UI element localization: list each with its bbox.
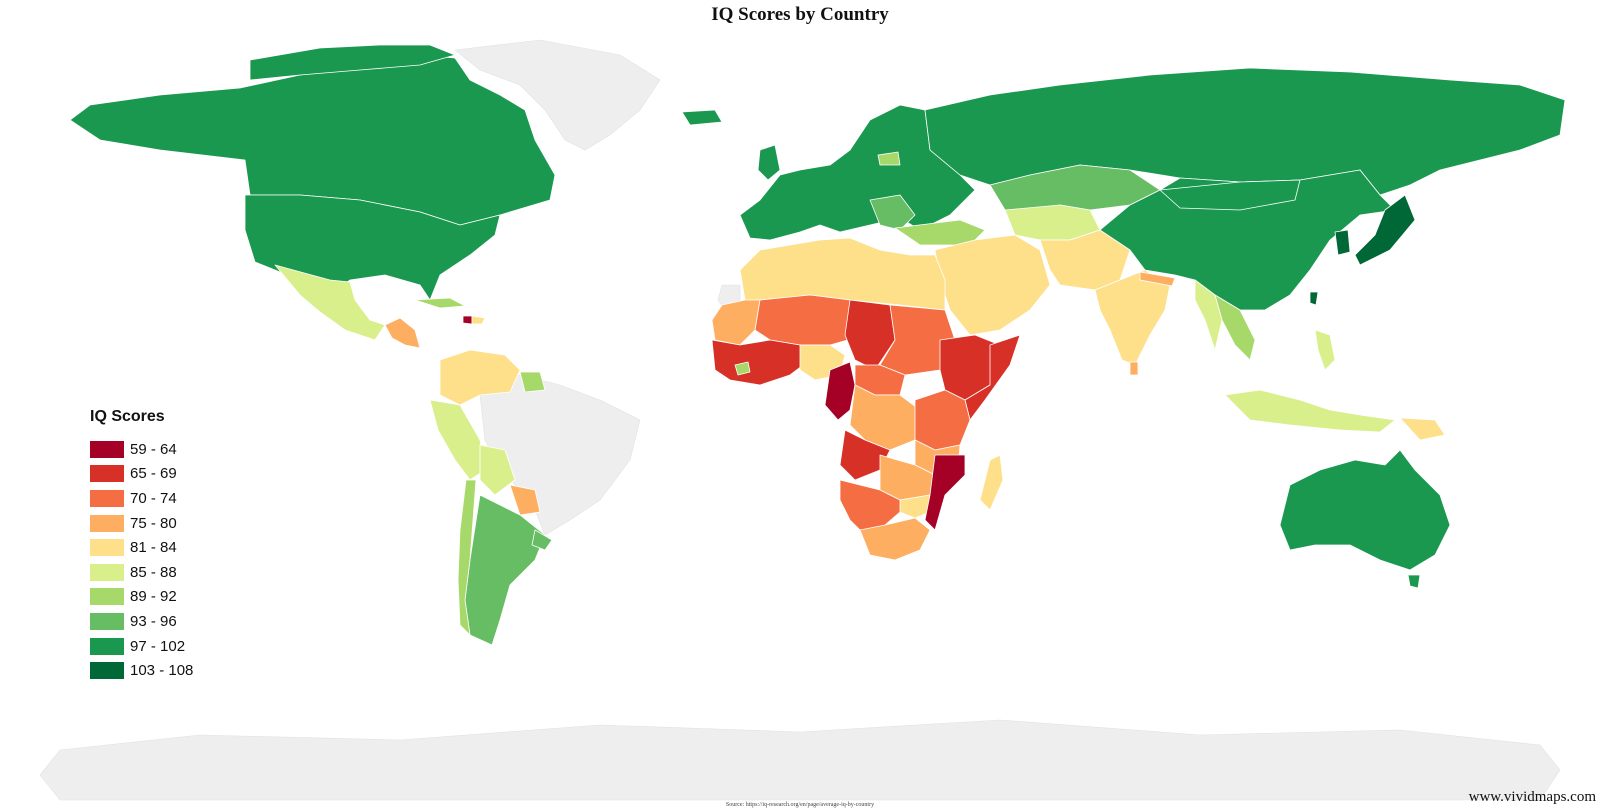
greenland-region[interactable] — [454, 39, 661, 151]
australia-region[interactable] — [1279, 449, 1451, 571]
balkans-region[interactable] — [869, 194, 916, 231]
legend-swatch — [90, 588, 124, 606]
middle-east-region[interactable] — [934, 234, 1051, 336]
indonesia-region[interactable] — [1224, 389, 1396, 433]
china-region[interactable] — [1099, 169, 1396, 311]
east-africa-region[interactable] — [914, 389, 971, 451]
legend-item: 65 - 69 — [90, 462, 193, 487]
legend-item: 81 - 84 — [90, 535, 193, 560]
uk-region[interactable] — [757, 144, 781, 181]
dominican-region[interactable] — [471, 315, 486, 325]
legend-label: 97 - 102 — [130, 637, 186, 655]
japan-region[interactable] — [1354, 194, 1416, 266]
png-region[interactable] — [1399, 417, 1446, 441]
colombia-venezuela-region[interactable] — [439, 349, 521, 406]
legend-label: 81 - 84 — [130, 539, 177, 557]
legend-item: 103 - 108 — [90, 658, 193, 683]
south-africa-region[interactable] — [859, 517, 931, 561]
sudan-region[interactable] — [879, 304, 956, 376]
legend-title: IQ Scores — [90, 408, 165, 425]
nepal-region[interactable] — [1139, 271, 1176, 287]
legend-swatch — [90, 539, 124, 557]
legend-item: 59 - 64 — [90, 437, 193, 462]
sierra-leone-region[interactable] — [734, 361, 751, 376]
canada-arctic-islands[interactable] — [249, 44, 456, 81]
legend-item: 89 - 92 — [90, 585, 193, 610]
legend-label: 93 - 96 — [130, 612, 177, 630]
watermark: www.vividmaps.com — [1468, 789, 1596, 805]
legend-swatch — [90, 637, 124, 655]
legend-item: 93 - 96 — [90, 609, 193, 634]
legend-item: 75 - 80 — [90, 511, 193, 536]
mongolia-region[interactable] — [1159, 179, 1301, 211]
legend-swatch — [90, 465, 124, 483]
legend-label: 103 - 108 — [130, 662, 194, 680]
europe-region[interactable] — [739, 104, 976, 241]
mauritania-region[interactable] — [711, 299, 761, 346]
argentina-region[interactable] — [464, 494, 546, 646]
taiwan-region[interactable] — [1309, 291, 1319, 306]
legend-swatch — [90, 489, 124, 507]
guyana-region[interactable] — [519, 371, 546, 393]
legend-swatch — [90, 612, 124, 630]
cuba-region[interactable] — [414, 297, 466, 309]
legend-swatch — [90, 440, 124, 458]
haiti-region[interactable] — [462, 315, 473, 325]
belarus-region[interactable] — [877, 151, 901, 166]
legend-swatch — [90, 514, 124, 532]
chile-region[interactable] — [457, 479, 477, 636]
korea-region[interactable] — [1334, 229, 1351, 256]
bolivia-region[interactable] — [479, 444, 516, 496]
source-note: Source: https://iq-research.org/en/page/… — [725, 802, 875, 808]
map-title: IQ Scores by Country — [711, 4, 889, 25]
somalia-region[interactable] — [964, 334, 1021, 421]
india-region[interactable] — [1094, 269, 1171, 366]
paraguay-region[interactable] — [509, 484, 541, 516]
legend-swatch — [90, 563, 124, 581]
legend-item: 97 - 102 — [90, 634, 193, 659]
madagascar-region[interactable] — [979, 454, 1004, 511]
tasmania-region[interactable] — [1407, 574, 1421, 589]
central-america-region[interactable] — [384, 317, 421, 349]
sri-lanka-region[interactable] — [1129, 361, 1139, 376]
west-africa-coast-region[interactable] — [711, 339, 811, 386]
legend-label: 65 - 69 — [130, 465, 177, 483]
legend-label: 85 - 88 — [130, 563, 177, 581]
legend-label: 70 - 74 — [130, 489, 177, 507]
turkey-region[interactable] — [894, 219, 986, 246]
legend-swatch — [90, 662, 124, 680]
iceland-region[interactable] — [681, 109, 723, 126]
cameroon-gabon-region[interactable] — [824, 361, 856, 421]
legend: IQ Scores 59 - 64 65 - 69 70 - 74 75 - 8… — [90, 408, 193, 683]
legend-label: 59 - 64 — [130, 440, 177, 458]
legend-label: 75 - 80 — [130, 514, 177, 532]
myanmar-region[interactable] — [1194, 279, 1223, 351]
legend-item: 70 - 74 — [90, 486, 193, 511]
mozambique-region[interactable] — [924, 454, 966, 531]
legend-label: 89 - 92 — [130, 588, 177, 606]
legend-item: 85 - 88 — [90, 560, 193, 585]
russia-region[interactable] — [924, 67, 1566, 196]
peru-ecuador-region[interactable] — [429, 399, 486, 481]
uruguay-region[interactable] — [531, 529, 553, 551]
philippines-region[interactable] — [1314, 329, 1336, 371]
antarctica-region — [39, 719, 1561, 801]
